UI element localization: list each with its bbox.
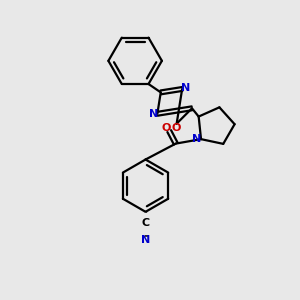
Text: C: C [142, 218, 150, 228]
Text: O: O [162, 123, 171, 133]
Text: N: N [149, 109, 158, 119]
Text: N: N [181, 82, 190, 92]
Text: O: O [172, 123, 181, 133]
Text: N: N [192, 134, 202, 144]
Text: N: N [141, 235, 150, 245]
